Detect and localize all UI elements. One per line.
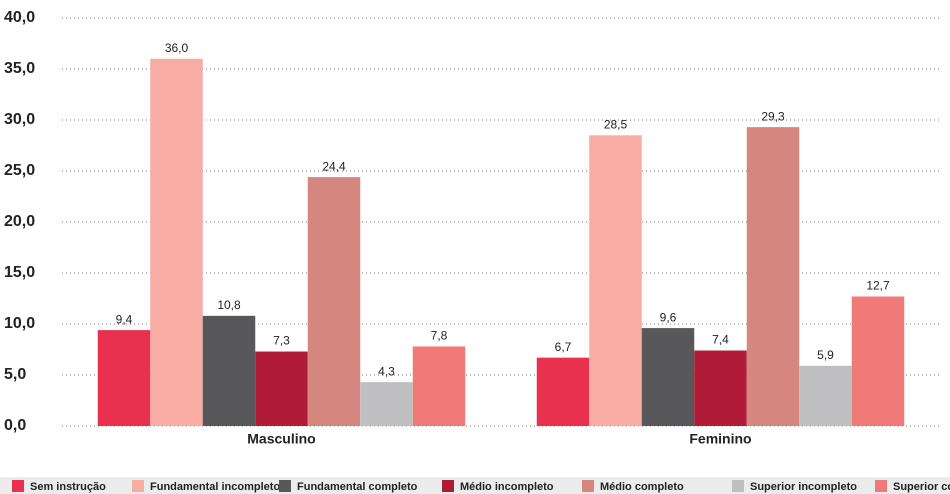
legend-label: Fundamental completo xyxy=(297,481,418,493)
value-label: 29,3 xyxy=(761,109,785,123)
bar xyxy=(746,127,800,426)
bar xyxy=(412,346,466,426)
x-tick-label: Feminino xyxy=(689,431,751,447)
value-label: 10,8 xyxy=(217,298,241,312)
value-label: 24,4 xyxy=(322,159,346,173)
bar xyxy=(641,328,695,426)
y-tick-label: 5,0 xyxy=(4,366,26,383)
legend-label: Fundamental incompleto xyxy=(150,481,280,493)
value-label: 28,5 xyxy=(604,117,628,131)
x-tick-label: Masculino xyxy=(247,431,315,447)
value-label: 5,9 xyxy=(817,348,834,362)
bar xyxy=(202,315,256,426)
legend-swatch xyxy=(12,480,24,492)
value-label: 9,4 xyxy=(116,312,133,326)
y-tick-label: 25,0 xyxy=(4,162,35,179)
value-label: 7,3 xyxy=(273,334,290,348)
legend-label: Médio completo xyxy=(600,481,684,493)
bar xyxy=(799,365,852,426)
value-label: 36,0 xyxy=(165,41,189,55)
legend-label: Sem instrução xyxy=(30,481,106,493)
value-label: 12,7 xyxy=(866,279,890,293)
bar xyxy=(307,177,361,426)
legend-swatch xyxy=(279,480,291,492)
legend-swatch xyxy=(582,480,594,492)
bar xyxy=(694,350,747,426)
y-tick-label: 35,0 xyxy=(4,60,35,77)
value-label: 7,8 xyxy=(431,329,448,343)
y-tick-label: 0,0 xyxy=(4,417,26,434)
legend-label: Superior completo xyxy=(893,481,950,493)
legend-label: Médio incompleto xyxy=(460,481,554,493)
value-label: 7,4 xyxy=(712,333,729,347)
bar xyxy=(150,58,203,427)
y-tick-label: 10,0 xyxy=(4,315,35,332)
legend-swatch xyxy=(442,480,454,492)
legend-swatch xyxy=(132,480,144,492)
bar xyxy=(360,382,413,426)
legend-swatch xyxy=(875,480,887,492)
value-label: 6,7 xyxy=(555,340,572,354)
legend-swatch xyxy=(732,480,744,492)
y-tick-label: 15,0 xyxy=(4,264,35,281)
bar xyxy=(589,135,642,427)
y-tick-label: 40,0 xyxy=(4,9,35,26)
value-label: 4,3 xyxy=(378,364,395,378)
bar xyxy=(536,357,590,426)
bar xyxy=(851,296,905,426)
bar xyxy=(255,351,308,426)
value-label: 9,6 xyxy=(660,310,677,324)
legend-background xyxy=(0,477,950,494)
legend-label: Superior incompleto xyxy=(750,481,857,493)
bar xyxy=(97,330,151,426)
y-tick-label: 20,0 xyxy=(4,213,35,230)
y-tick-label: 30,0 xyxy=(4,111,35,128)
